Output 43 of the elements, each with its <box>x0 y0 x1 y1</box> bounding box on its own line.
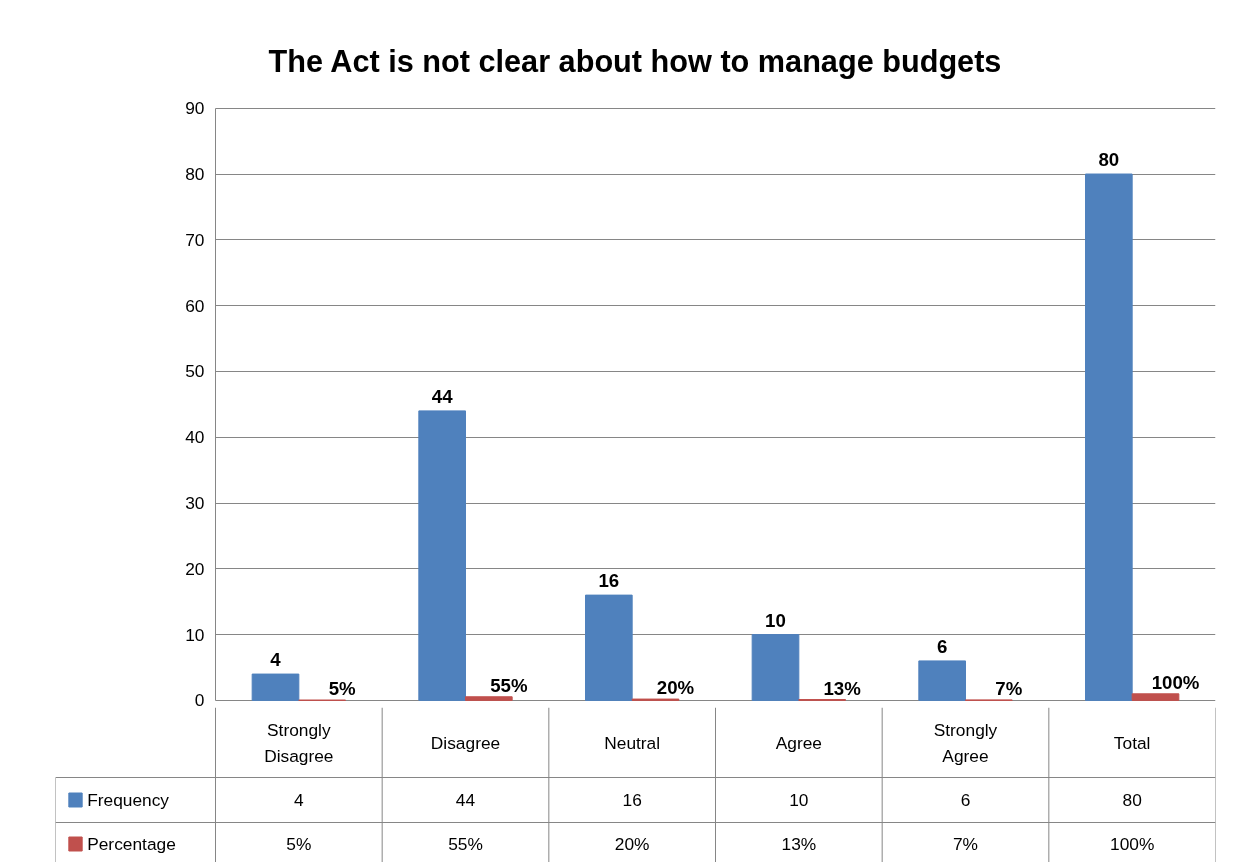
data-label: 80 <box>1122 790 1142 810</box>
text: 10 <box>765 609 786 631</box>
text: 100% <box>1151 671 1200 693</box>
data-label: 5% <box>286 834 312 854</box>
data-label: 20% <box>614 834 650 854</box>
x-tick-label: Neutral <box>604 732 661 753</box>
x-tick-label: Strongly Disagree <box>264 719 334 766</box>
y-tick-label: 10 <box>185 624 205 645</box>
y-tick-label: 70 <box>185 229 205 250</box>
text: 44 <box>431 385 453 407</box>
legend-label: Percentage <box>87 834 176 854</box>
y-tick-label: 50 <box>185 361 205 382</box>
y-tick-label: 60 <box>185 295 205 316</box>
y-tick-label: 90 <box>185 98 205 119</box>
chart-title: The Act is not clear about how to manage budgets <box>268 43 1002 79</box>
text: 80 <box>1098 149 1120 171</box>
legend-label: Frequency <box>87 790 170 810</box>
x-tick-label: Disagree <box>430 732 501 753</box>
data-label: 6 <box>960 790 971 810</box>
y-tick-label: 80 <box>185 164 205 185</box>
data-label: 13% <box>781 834 817 854</box>
data-label: 16 <box>622 790 642 810</box>
text: 7% <box>995 677 1023 699</box>
y-tick-label: 30 <box>185 493 205 513</box>
y-tick-label: 0 <box>194 690 205 711</box>
x-tick-label: Total <box>1113 732 1151 753</box>
data-label: 100% <box>1110 834 1155 854</box>
text: 6 <box>936 635 948 657</box>
y-tick-label: 40 <box>185 427 205 448</box>
text: 16 <box>598 570 620 592</box>
data-label: 4 <box>294 790 305 810</box>
data-label: 55% <box>448 834 483 854</box>
text: 13% <box>823 677 861 699</box>
data-label: 10 <box>789 790 809 810</box>
text: 5% <box>328 678 356 700</box>
text: 20% <box>656 677 695 699</box>
text: 4 <box>270 649 281 671</box>
data-label: 44 <box>455 790 476 810</box>
x-tick-label: Agree <box>775 732 822 753</box>
y-tick-label: 20 <box>185 558 205 579</box>
x-tick-label: Strongly Agree <box>933 719 998 766</box>
text: 55% <box>490 674 528 696</box>
data-label: 7% <box>952 834 979 854</box>
